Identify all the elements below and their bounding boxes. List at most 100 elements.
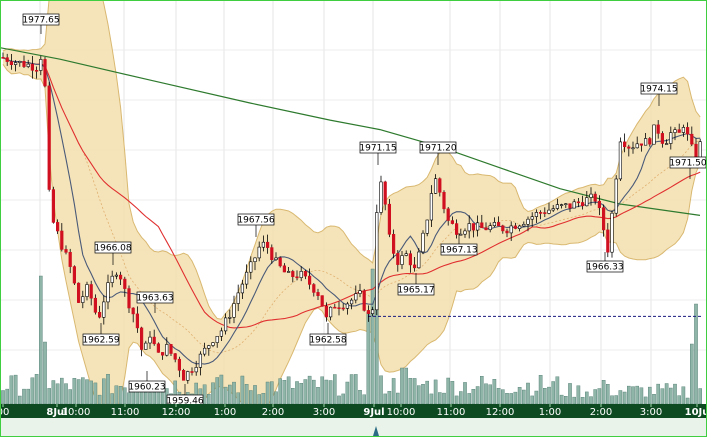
candle-body [30,63,35,71]
volume-bar [652,394,656,405]
x-tick-label: 11:00 [111,407,140,418]
candle-up [488,222,492,233]
volume-bar [698,388,702,405]
volume-bar [429,393,434,405]
candle-up [631,141,635,154]
candle-down [34,66,39,79]
volume-bar [589,396,593,405]
candle-body [601,207,606,231]
candle-up [148,331,152,350]
candle-body [291,271,295,277]
candle-body [412,264,417,269]
candle-body [656,124,660,134]
callout-box [397,283,435,296]
volume-bar [68,389,72,405]
candle-body [408,253,413,266]
candle-body [14,62,18,65]
candle-up [589,187,593,206]
volume-bar [211,382,215,405]
candle-body [555,204,559,209]
volume-bar [106,374,110,405]
price-callout: 1962.58 [309,323,347,346]
candle-body [421,232,425,253]
volume-bar [433,379,438,405]
volume-bar [22,388,26,405]
candle-body [635,143,639,149]
candle-up [286,267,291,273]
callout-label: 1967.13 [440,246,477,256]
volume-bar [337,395,341,405]
candle-up [14,60,18,72]
volume-bar [152,392,157,405]
candle-down [639,143,643,152]
candle-body [580,202,585,207]
candle-down [391,229,396,259]
candle-up [370,306,375,317]
candle-down [606,223,610,258]
volume-bar [30,377,35,405]
x-tick-label: 2:00 [590,407,612,418]
candle-up [194,360,198,376]
candle-down [471,223,476,238]
volume-bar [110,393,114,405]
volume-bar [345,381,350,405]
volume-bar [601,380,606,405]
candle-body [690,133,694,145]
candle-down [278,256,282,268]
volume-bar [492,379,497,405]
candle-down [337,301,341,316]
candle-body [55,222,60,232]
candle-down [408,250,413,273]
volume-bar [215,377,220,405]
volume-bar [597,388,602,405]
volume-bar [643,396,648,405]
candle-down [1,52,5,59]
volume-bar [559,394,564,405]
candle-body [530,216,534,220]
volume-bar [467,393,472,405]
volume-bar [328,380,333,405]
candle-down [501,224,505,234]
volume-bar [80,377,85,405]
volume-bar [60,377,64,405]
candle-down [169,343,173,356]
price-callout: 1974.15 [640,82,678,106]
candle-up [261,235,266,252]
candle-body [114,274,118,277]
volume-bar [286,376,291,405]
candle-up [165,337,169,357]
volume-bar [278,378,283,405]
candle-up [354,285,358,304]
candle-body [694,143,698,159]
x-tick-label: 12:00 [486,407,515,418]
volume-bar [534,390,539,405]
candle-up [207,344,211,356]
volume-bar [463,382,467,405]
candle-body [215,335,219,343]
candle-down [446,206,450,226]
x-tick-label: 3:00 [640,407,662,418]
volume-bar [660,388,665,405]
candle-body [454,223,459,235]
volume-bar [517,387,522,405]
candle-up [232,295,236,324]
candle-body [72,266,76,284]
volume-bar [248,390,253,405]
candle-body [475,222,480,231]
volume-bar [450,381,455,405]
candle-body [349,299,354,305]
volume-bar [505,393,509,405]
candle-down [593,191,597,205]
candle-body [303,270,308,277]
candle-body [517,225,522,229]
candle-body [232,303,236,318]
candle-up [429,185,434,227]
candle-body [467,223,471,232]
candle-down [316,288,320,301]
candle-up [299,266,303,282]
candle-body [320,295,324,307]
candle-body [551,208,555,211]
candle-down [366,305,371,322]
volume-bar [274,391,278,405]
candle-body [135,313,140,329]
